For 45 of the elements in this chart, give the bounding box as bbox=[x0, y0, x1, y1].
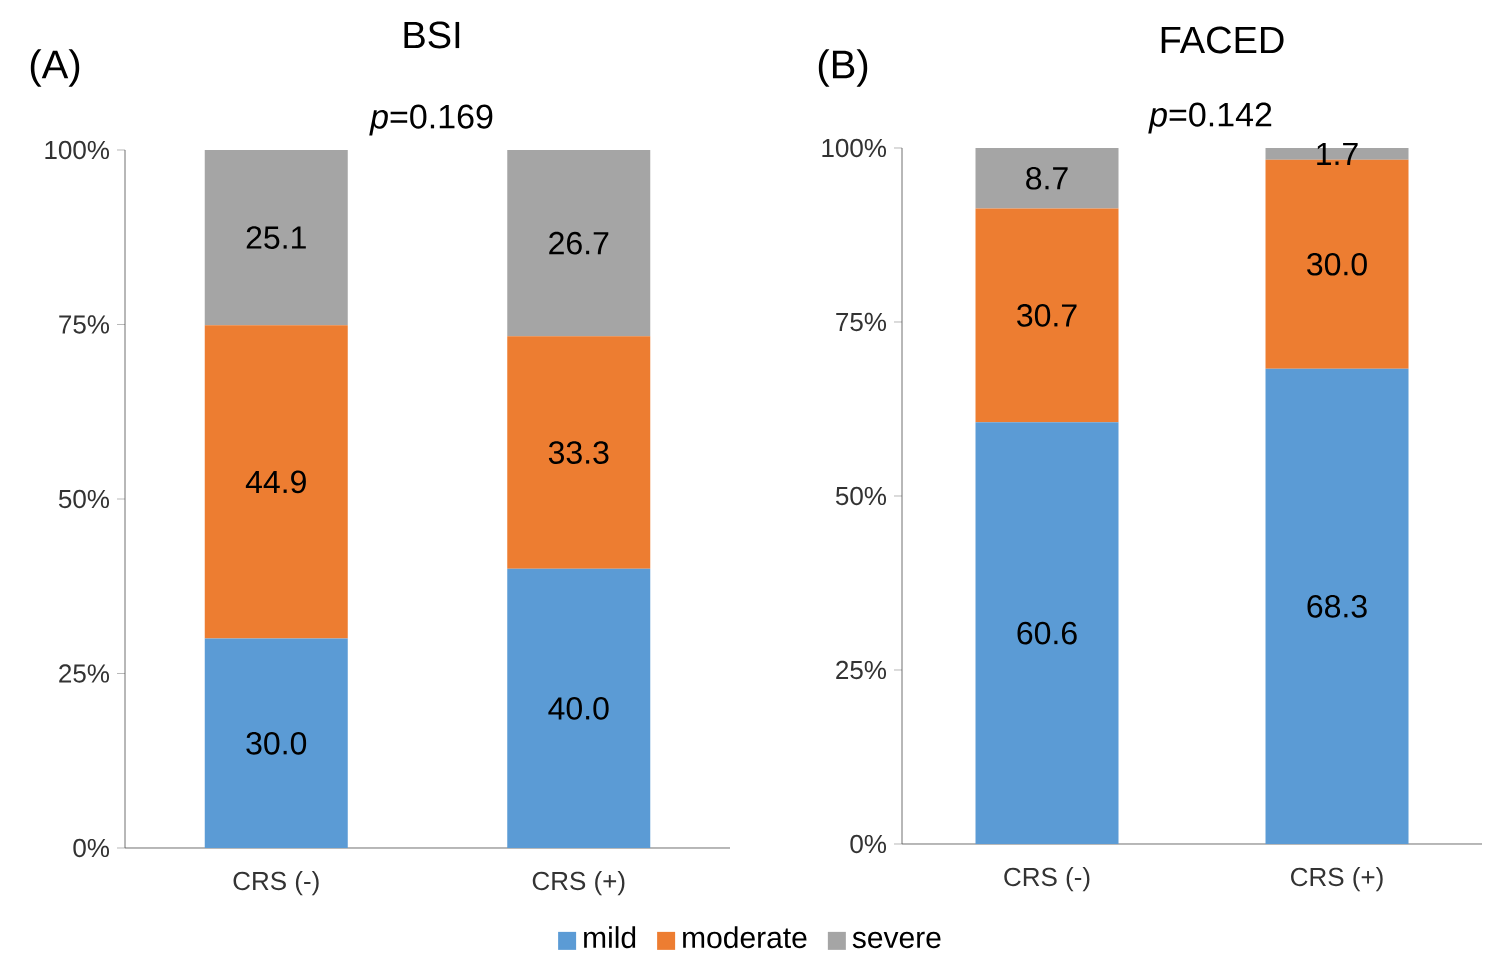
bar bbox=[507, 336, 651, 569]
x-tick-label: CRS (-) bbox=[233, 871, 319, 896]
text: (A) bbox=[30, 49, 80, 87]
x-tick-label: CRS (+) bbox=[532, 871, 625, 896]
legend-label: severe bbox=[852, 931, 941, 949]
data-label: 26.7 bbox=[549, 231, 609, 255]
data-label: 30.0 bbox=[1307, 252, 1367, 276]
y-tick-label: 25% bbox=[836, 660, 887, 680]
data-label: 44.9 bbox=[245, 470, 306, 494]
y-tick-label: 50% bbox=[58, 489, 110, 509]
bar bbox=[204, 325, 348, 639]
x-tick-label: CRS (+) bbox=[1291, 867, 1383, 892]
bar bbox=[1265, 368, 1409, 844]
x-tick-label: CRS (-) bbox=[1004, 867, 1090, 892]
data-label: 40.0 bbox=[548, 697, 609, 720]
bar bbox=[204, 638, 348, 848]
y-tick-label: 0% bbox=[850, 834, 887, 854]
y-tick-label: 0% bbox=[73, 838, 110, 858]
text: p=0.142 bbox=[1148, 102, 1272, 134]
y-tick-label: 50% bbox=[835, 486, 887, 506]
bar bbox=[507, 150, 651, 337]
bar bbox=[204, 150, 348, 326]
data-label: 33.3 bbox=[548, 441, 609, 464]
legend-label: mild bbox=[584, 926, 636, 949]
data-label: 30.0 bbox=[246, 731, 307, 755]
data-label: 30.7 bbox=[1017, 304, 1077, 327]
y-tick-label: 100% bbox=[45, 140, 110, 160]
text: p=0.169 bbox=[369, 104, 493, 136]
y-tick-label: 25% bbox=[59, 664, 110, 683]
legend-label: moderate bbox=[683, 926, 807, 949]
y-tick-label: 75% bbox=[59, 315, 110, 334]
data-label: 8.7 bbox=[1026, 166, 1068, 190]
chart-title: BSI bbox=[404, 21, 460, 49]
bar bbox=[975, 422, 1119, 844]
y-tick-label: 100% bbox=[822, 138, 887, 158]
data-label: 25.1 bbox=[246, 226, 306, 249]
data-label: 68.3 bbox=[1307, 595, 1367, 618]
y-tick-label: 75% bbox=[836, 312, 887, 332]
bar bbox=[975, 148, 1119, 209]
bar bbox=[507, 568, 651, 848]
text: (B) bbox=[818, 49, 868, 87]
data-label: 1.7 bbox=[1317, 142, 1358, 165]
bar bbox=[975, 208, 1119, 423]
chart-title: FACED bbox=[1161, 26, 1284, 54]
data-label: 60.6 bbox=[1017, 621, 1077, 645]
